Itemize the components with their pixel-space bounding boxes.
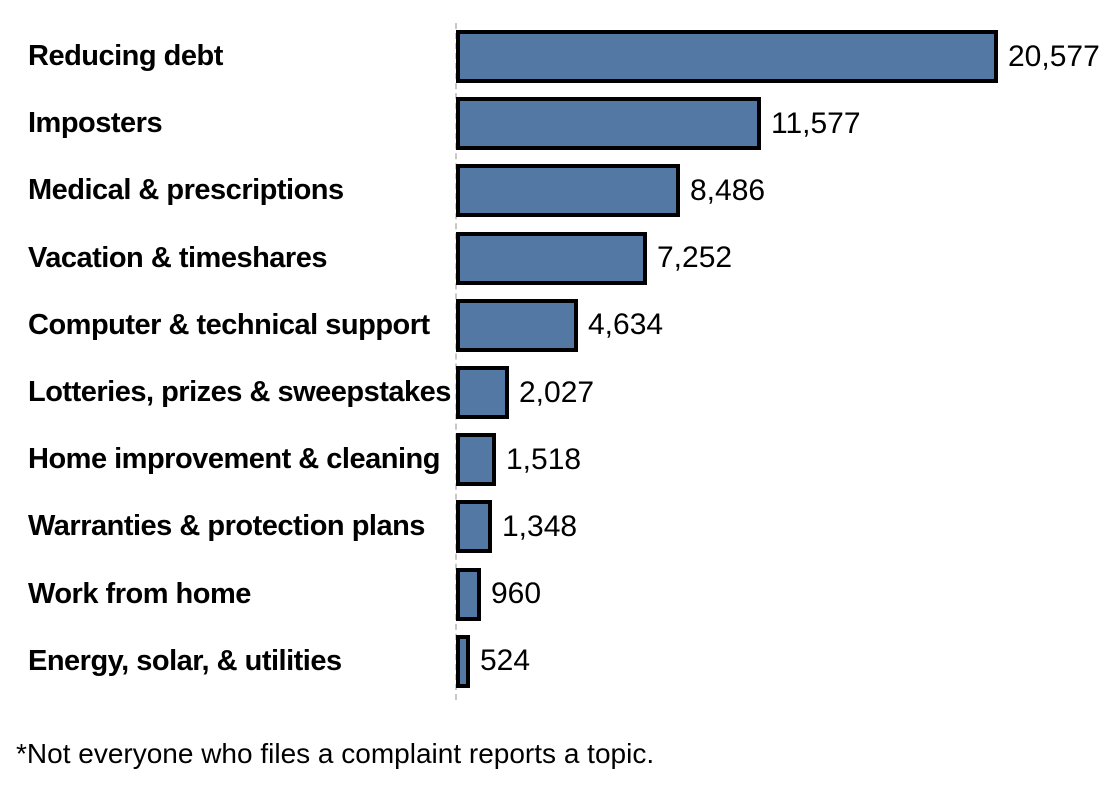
bar-area: 2,027 <box>456 359 1110 426</box>
bar-row: Lotteries, prizes & sweepstakes 2,027 <box>0 359 1110 426</box>
value-label: 960 <box>491 577 542 611</box>
bar <box>456 30 998 84</box>
bar-area: 20,577 <box>456 23 1110 90</box>
category-label: Imposters <box>28 107 163 140</box>
bar-row: Computer & technical support 4,634 <box>0 292 1110 359</box>
bar-area: 11,577 <box>456 90 1110 157</box>
bar <box>456 500 492 554</box>
bar-row: Home improvement & cleaning 1,518 <box>0 426 1110 493</box>
bar-row: Imposters 11,577 <box>0 90 1110 157</box>
bar <box>456 567 481 621</box>
bar-area: 7,252 <box>456 225 1110 292</box>
value-label: 7,252 <box>657 241 733 275</box>
bar-area: 960 <box>456 561 1110 628</box>
axis-baseline <box>455 23 457 700</box>
category-label: Computer & technical support <box>28 308 430 341</box>
bar <box>456 97 761 151</box>
value-label: 1,518 <box>506 442 582 476</box>
bar-area: 524 <box>456 628 1110 695</box>
bar-area: 1,348 <box>456 493 1110 560</box>
category-label: Warranties & protection plans <box>28 510 425 543</box>
value-label: 11,577 <box>771 106 861 140</box>
value-label: 4,634 <box>588 308 664 342</box>
value-label: 1,348 <box>502 509 578 543</box>
bar <box>456 164 680 218</box>
category-label: Work from home <box>28 577 251 610</box>
category-label: Vacation & timeshares <box>28 241 327 274</box>
category-label: Lotteries, prizes & sweepstakes <box>28 376 451 409</box>
category-label: Energy, solar, & utilities <box>28 644 342 677</box>
bar-row: Medical & prescriptions 8,486 <box>0 157 1110 224</box>
category-label: Home improvement & cleaning <box>28 443 440 476</box>
bar-area: 8,486 <box>456 157 1110 224</box>
value-label: 524 <box>480 644 531 678</box>
bar <box>456 634 470 688</box>
bar-row: Work from home 960 <box>0 561 1110 628</box>
chart-footnote: *Not everyone who files a complaint repo… <box>16 738 655 769</box>
value-label: 20,577 <box>1008 39 1100 73</box>
category-label: Medical & prescriptions <box>28 174 344 207</box>
bar-row: Vacation & timeshares 7,252 <box>0 225 1110 292</box>
bar-row: Energy, solar, & utilities 524 <box>0 628 1110 695</box>
chart-rows: Reducing debt 20,577 Imposters 11,577 Me… <box>0 23 1110 695</box>
value-label: 2,027 <box>519 375 595 409</box>
category-label: Reducing debt <box>28 40 223 73</box>
bar-row: Warranties & protection plans 1,348 <box>0 493 1110 560</box>
bar <box>456 433 496 487</box>
bar <box>456 231 647 285</box>
bar-row: Reducing debt 20,577 <box>0 23 1110 90</box>
value-label: 8,486 <box>690 173 766 207</box>
bar-area: 1,518 <box>456 426 1110 493</box>
bar <box>456 366 509 420</box>
bar <box>456 298 578 352</box>
bar-area: 4,634 <box>456 292 1110 359</box>
